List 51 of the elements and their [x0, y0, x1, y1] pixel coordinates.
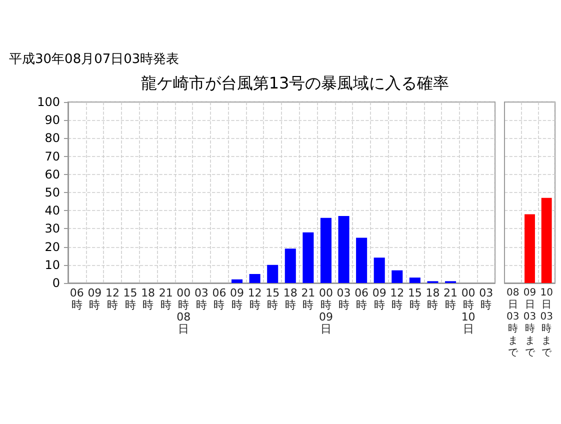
bar	[267, 264, 278, 283]
x-tick-label: 12時	[390, 286, 404, 312]
x-tick-label: 09日03時まで	[523, 288, 536, 358]
y-tick-label: 90	[44, 113, 60, 128]
x-tick-label: 00時08日	[176, 286, 191, 336]
x-tick-label: 06時	[70, 286, 84, 312]
x-tick-label: 18時	[283, 286, 298, 312]
x-tick-label: 10日03時まで	[540, 288, 553, 358]
x-tick-label: 15時	[408, 286, 422, 312]
x-tick-label: 09時	[230, 286, 244, 312]
x-tick-label: 00時09日	[318, 286, 333, 336]
chart-title: 龍ケ崎市が台風第13号の暴風域に入る確率	[140, 74, 450, 92]
x-tick-label: 18時	[141, 286, 156, 312]
x-tick-label: 03時	[194, 286, 208, 312]
x-tick-label: 03時	[336, 286, 351, 312]
y-tick-label: 50	[44, 186, 60, 200]
x-tick-label: 08日03時まで	[506, 288, 520, 358]
x-tick-label: 21時	[444, 286, 458, 312]
y-tick-label: 0	[52, 276, 60, 290]
x-tick-label: 00時10日	[461, 286, 476, 336]
x-tick-label: 12時	[248, 286, 262, 312]
x-tick-label: 21時	[301, 286, 316, 312]
y-tick-label: 10	[44, 258, 60, 272]
x-tick-label: 12時	[105, 286, 120, 312]
chart-subtitle: 平成30年08月07日03時発表	[9, 52, 180, 67]
bar	[232, 279, 243, 283]
x-tick-label: 18時	[426, 286, 440, 312]
y-tick-label: 40	[44, 204, 60, 218]
y-tick-label: 60	[44, 167, 60, 182]
x-tick-label: 21時	[158, 286, 173, 312]
x-tick-label: 03時	[479, 286, 494, 312]
bar	[356, 238, 368, 283]
bar	[392, 270, 403, 283]
x-tick-label: 06時	[354, 286, 369, 312]
x-tick-label: 15時	[266, 286, 280, 312]
x-tick-label: 09時	[372, 286, 386, 312]
bar	[249, 274, 260, 283]
x-tick-label: 06時	[212, 286, 226, 312]
bar	[320, 218, 332, 283]
y-tick-label: 100	[37, 95, 60, 109]
bar	[302, 232, 314, 283]
bar	[338, 216, 350, 283]
bar	[409, 278, 420, 283]
x-tick-label: 09時	[88, 286, 102, 312]
bar	[284, 248, 296, 283]
y-tick-label: 30	[44, 222, 60, 236]
y-tick-label: 20	[44, 240, 60, 254]
x-tick-label: 15時	[123, 286, 138, 312]
y-tick-label: 70	[44, 149, 60, 164]
bar	[374, 258, 385, 283]
y-tick-label: 80	[44, 131, 60, 146]
